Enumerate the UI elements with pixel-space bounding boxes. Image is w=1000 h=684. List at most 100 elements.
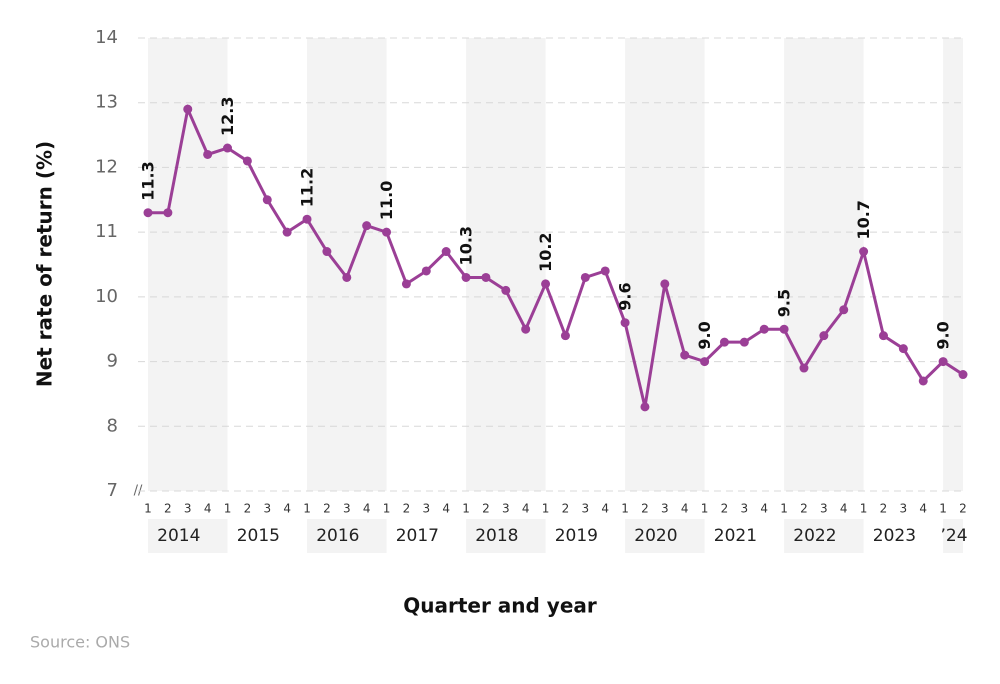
point [938, 357, 948, 367]
x-tick-label: 2 [880, 502, 888, 516]
x-tick-label: 3 [820, 502, 828, 516]
x-tick-label: 1 [383, 502, 391, 516]
point [700, 357, 710, 367]
point [918, 376, 928, 386]
point [958, 370, 968, 380]
x-tick-label: 3 [900, 502, 908, 516]
year-label-band [943, 519, 963, 553]
point [799, 363, 809, 373]
point [779, 324, 789, 334]
point [421, 266, 431, 276]
x-tick-label: 2 [482, 502, 490, 516]
y-tick-label: 14 [95, 27, 118, 48]
y-tick-label: 13 [95, 92, 118, 113]
x-tick-label: 4 [681, 502, 689, 516]
value-label: 10.2 [536, 232, 555, 271]
point [660, 279, 670, 289]
x-tick-label: 2 [959, 502, 967, 516]
value-label: 9.0 [695, 321, 714, 349]
year-label-band [784, 519, 864, 553]
value-label: 11.0 [377, 181, 396, 220]
year-bands [148, 38, 963, 553]
point [759, 324, 769, 334]
source: Source: ONS [30, 633, 130, 652]
year-band [943, 38, 963, 491]
year-label: ’24 [941, 526, 968, 546]
point [819, 331, 829, 341]
y-tick-label: 12 [95, 156, 118, 177]
x-tick-label: 4 [919, 502, 927, 516]
x-tick-label: 3 [263, 502, 271, 516]
x-tick-label: 2 [800, 502, 808, 516]
point [223, 143, 233, 153]
year-label-band [307, 519, 387, 553]
point [441, 247, 451, 257]
point [362, 221, 372, 231]
year-band [784, 38, 864, 491]
x-tick-label: 1 [303, 502, 311, 516]
value-label: 11.2 [298, 168, 317, 207]
year-label: 2014 [157, 526, 200, 546]
year-label-band [466, 519, 546, 553]
x-tick-label: 3 [741, 502, 749, 516]
line [148, 104, 964, 408]
x-tick-label: 4 [522, 502, 530, 516]
year-label-band [625, 519, 705, 553]
point [739, 337, 749, 347]
x-tick-label: 1 [462, 502, 470, 516]
year-label-band [148, 519, 228, 553]
y-tick-label: 11 [95, 221, 118, 242]
x-tick-label: 4 [442, 502, 450, 516]
point [600, 266, 610, 276]
point [878, 331, 888, 341]
point [481, 272, 491, 282]
point [242, 156, 252, 166]
point [143, 208, 153, 218]
year-label: 2021 [714, 526, 757, 546]
year-label: 2019 [555, 526, 598, 546]
x-tick-label: 1 [939, 502, 947, 516]
value-label: 9.6 [616, 282, 635, 310]
value-label: 11.3 [139, 161, 158, 200]
year-label: 2015 [237, 526, 280, 546]
year-band [625, 38, 705, 491]
y-tick-label: 8 [107, 415, 118, 436]
year-band [307, 38, 387, 491]
y-axis-title: Net rate of return (%) [33, 141, 57, 387]
point [859, 247, 869, 257]
value-label: 12.3 [218, 97, 237, 136]
point [898, 344, 908, 354]
year-band [466, 38, 546, 491]
y-tick-label: 10 [95, 286, 118, 307]
x-tick-label: 1 [621, 502, 629, 516]
point [521, 324, 531, 334]
x-axis-title: Quarter and year [403, 594, 597, 618]
point [640, 402, 650, 412]
year-label: 2020 [634, 526, 677, 546]
point [461, 272, 471, 282]
x-tick-label: 3 [343, 502, 351, 516]
value-label: 9.0 [934, 321, 953, 349]
point [401, 279, 411, 289]
point [719, 337, 729, 347]
point [322, 247, 332, 257]
point [342, 272, 352, 282]
x-tick-label: 4 [840, 502, 848, 516]
x-tick-label: 3 [502, 502, 510, 516]
point [560, 331, 570, 341]
x-tick-label: 1 [542, 502, 550, 516]
point [839, 305, 849, 315]
x-tick-label: 4 [204, 502, 212, 516]
point [580, 272, 590, 282]
point [382, 227, 392, 237]
year-label: 2022 [793, 526, 836, 546]
x-tick-label: 2 [403, 502, 411, 516]
x-tick-label: 1 [701, 502, 709, 516]
point [282, 227, 292, 237]
x-tick-label: 3 [422, 502, 430, 516]
point [203, 149, 213, 159]
y-tick-label: 7 [107, 480, 118, 501]
x-tick-label: 4 [363, 502, 371, 516]
x-tick-label: 1 [860, 502, 868, 516]
